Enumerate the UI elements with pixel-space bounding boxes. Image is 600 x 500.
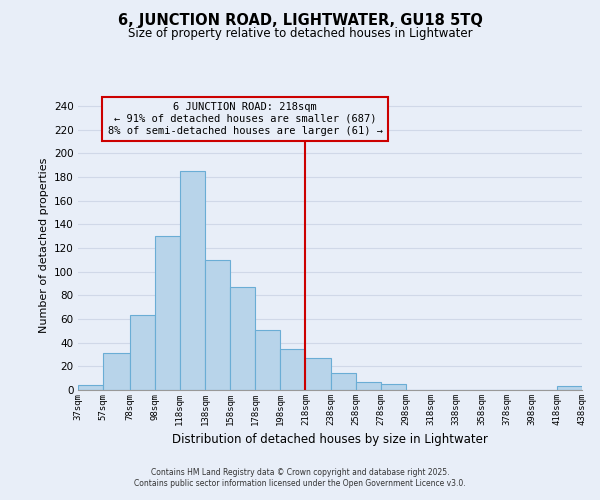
Bar <box>78 386 103 390</box>
Bar <box>255 330 280 390</box>
Text: 6, JUNCTION ROAD, LIGHTWATER, GU18 5TQ: 6, JUNCTION ROAD, LIGHTWATER, GU18 5TQ <box>118 12 482 28</box>
Bar <box>130 316 155 390</box>
Bar <box>155 236 180 390</box>
Bar <box>280 348 305 390</box>
Bar <box>356 382 381 390</box>
Text: 6 JUNCTION ROAD: 218sqm
← 91% of detached houses are smaller (687)
8% of semi-de: 6 JUNCTION ROAD: 218sqm ← 91% of detache… <box>107 102 383 136</box>
Bar <box>557 386 582 390</box>
Bar <box>230 287 255 390</box>
Bar <box>381 384 406 390</box>
Bar <box>331 374 356 390</box>
Text: Size of property relative to detached houses in Lightwater: Size of property relative to detached ho… <box>128 28 472 40</box>
Bar <box>103 354 130 390</box>
X-axis label: Distribution of detached houses by size in Lightwater: Distribution of detached houses by size … <box>172 434 488 446</box>
Y-axis label: Number of detached properties: Number of detached properties <box>38 158 49 332</box>
Bar <box>205 260 230 390</box>
Bar <box>180 171 205 390</box>
Text: Contains HM Land Registry data © Crown copyright and database right 2025.
Contai: Contains HM Land Registry data © Crown c… <box>134 468 466 487</box>
Bar <box>305 358 331 390</box>
